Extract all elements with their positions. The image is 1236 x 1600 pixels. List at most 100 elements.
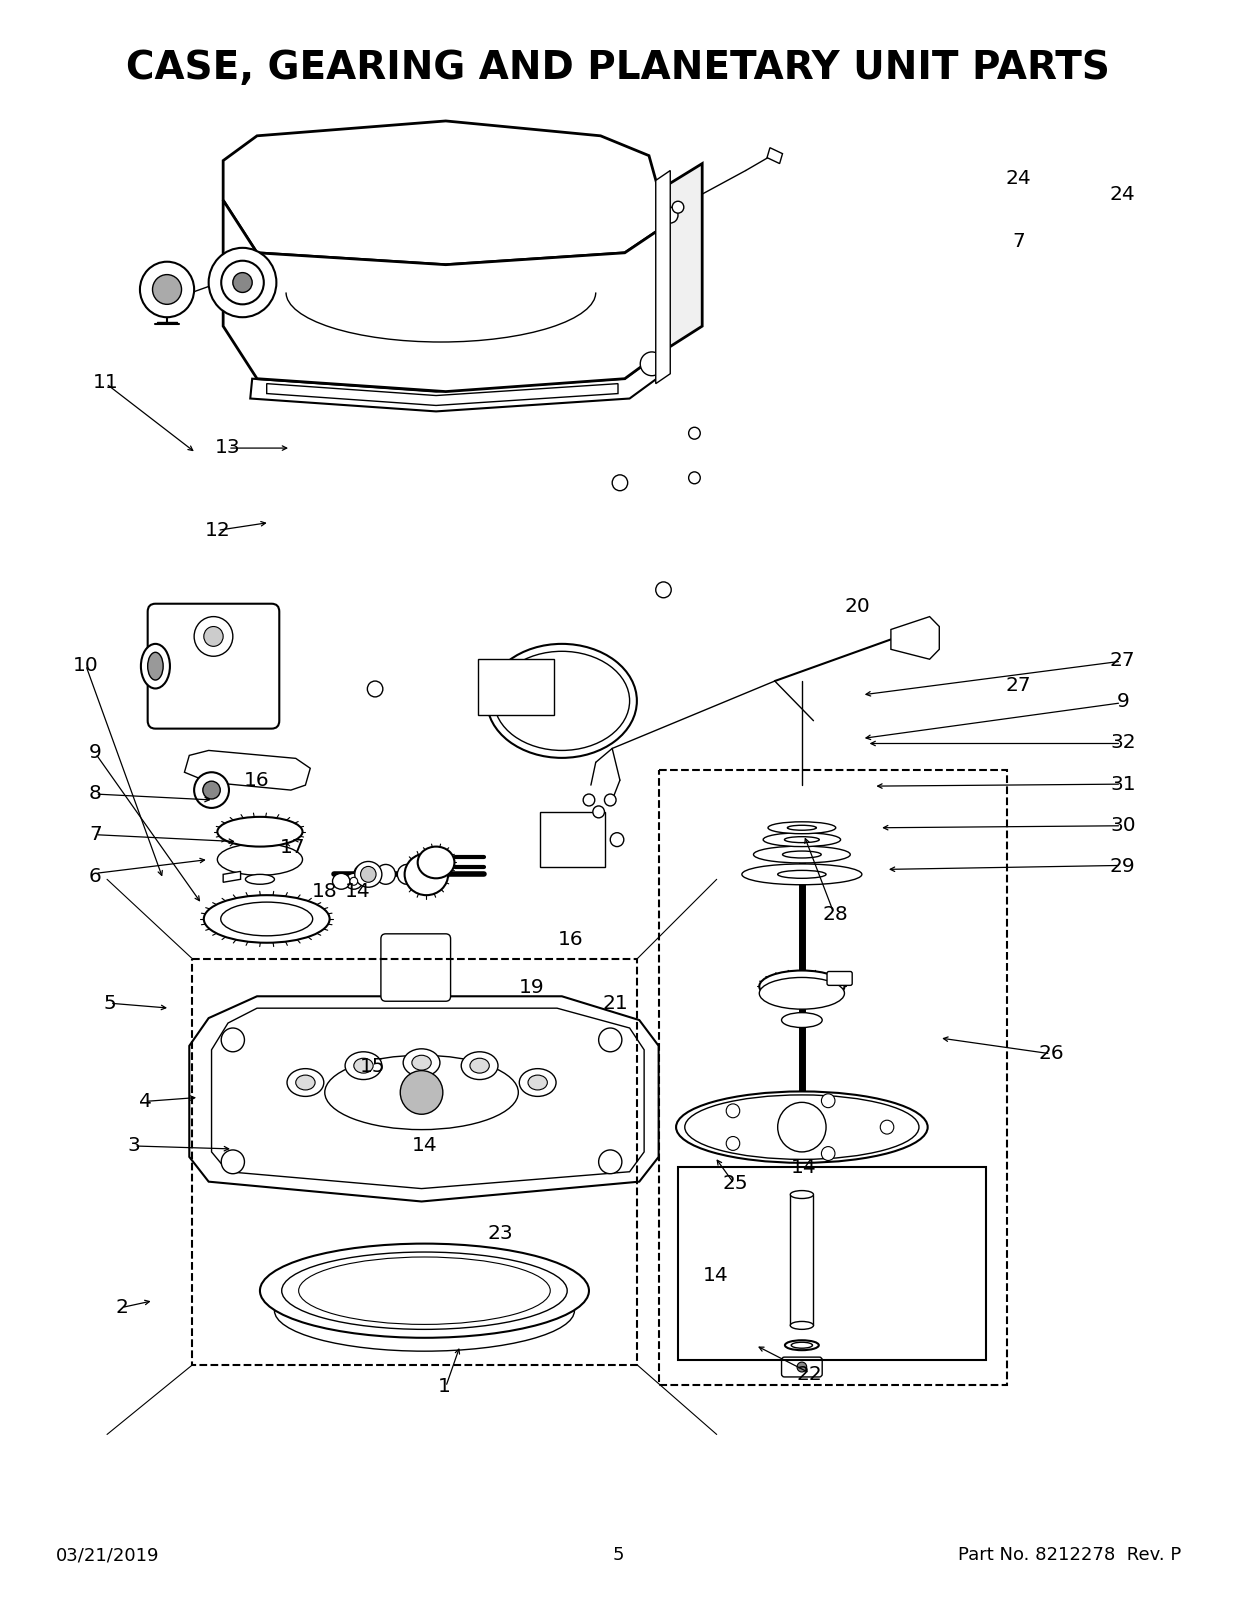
Text: 27: 27 bbox=[1006, 677, 1032, 696]
Ellipse shape bbox=[282, 1253, 567, 1330]
Ellipse shape bbox=[782, 851, 821, 858]
Circle shape bbox=[367, 682, 383, 698]
Polygon shape bbox=[250, 354, 664, 411]
Circle shape bbox=[152, 275, 182, 304]
Text: 4: 4 bbox=[140, 1091, 152, 1110]
Text: Part No. 8212278  Rev. P: Part No. 8212278 Rev. P bbox=[958, 1546, 1182, 1565]
Ellipse shape bbox=[332, 874, 350, 890]
Ellipse shape bbox=[260, 1243, 590, 1338]
Text: 14: 14 bbox=[345, 883, 370, 901]
Ellipse shape bbox=[221, 902, 313, 936]
Text: 8: 8 bbox=[89, 784, 101, 803]
FancyBboxPatch shape bbox=[381, 934, 451, 1002]
Polygon shape bbox=[224, 122, 659, 264]
Text: 32: 32 bbox=[1110, 733, 1136, 752]
Circle shape bbox=[822, 1094, 836, 1107]
Ellipse shape bbox=[404, 853, 449, 894]
Text: 24: 24 bbox=[1110, 184, 1136, 203]
Ellipse shape bbox=[768, 822, 836, 834]
Circle shape bbox=[221, 1029, 245, 1051]
FancyBboxPatch shape bbox=[827, 971, 852, 986]
Bar bbox=[192, 958, 638, 1365]
Ellipse shape bbox=[791, 1342, 812, 1349]
Ellipse shape bbox=[461, 1051, 498, 1080]
Text: 24: 24 bbox=[1006, 168, 1032, 187]
Text: 28: 28 bbox=[823, 904, 849, 923]
Text: 19: 19 bbox=[519, 978, 545, 997]
Circle shape bbox=[656, 582, 671, 598]
Text: 7: 7 bbox=[89, 826, 101, 845]
Ellipse shape bbox=[787, 826, 817, 830]
Polygon shape bbox=[211, 1008, 644, 1189]
Text: 30: 30 bbox=[1110, 816, 1136, 835]
Circle shape bbox=[221, 261, 263, 304]
Circle shape bbox=[221, 1150, 245, 1174]
Polygon shape bbox=[768, 147, 782, 163]
Polygon shape bbox=[891, 616, 939, 659]
Text: 7: 7 bbox=[1012, 232, 1025, 251]
Text: 25: 25 bbox=[722, 1174, 748, 1194]
Polygon shape bbox=[224, 200, 659, 392]
Ellipse shape bbox=[350, 877, 357, 885]
FancyBboxPatch shape bbox=[477, 659, 554, 715]
Circle shape bbox=[194, 773, 229, 808]
Ellipse shape bbox=[759, 978, 844, 1010]
Text: 5: 5 bbox=[612, 1546, 624, 1565]
Text: 10: 10 bbox=[73, 656, 99, 675]
Text: 15: 15 bbox=[360, 1058, 386, 1075]
Circle shape bbox=[604, 794, 616, 806]
Ellipse shape bbox=[397, 864, 417, 885]
Bar bbox=[679, 1166, 986, 1360]
Ellipse shape bbox=[785, 1341, 818, 1350]
Ellipse shape bbox=[759, 971, 844, 1002]
Text: 14: 14 bbox=[791, 1158, 816, 1178]
Ellipse shape bbox=[685, 1094, 920, 1160]
Text: 1: 1 bbox=[438, 1378, 451, 1397]
Text: 14: 14 bbox=[412, 1136, 438, 1155]
Circle shape bbox=[822, 1147, 836, 1160]
Circle shape bbox=[583, 794, 595, 806]
Circle shape bbox=[140, 262, 194, 317]
Text: 26: 26 bbox=[1038, 1045, 1064, 1064]
Ellipse shape bbox=[345, 874, 362, 890]
Text: 16: 16 bbox=[557, 930, 583, 949]
Ellipse shape bbox=[355, 861, 382, 888]
Ellipse shape bbox=[287, 1069, 324, 1096]
Text: 3: 3 bbox=[127, 1136, 140, 1155]
Text: 18: 18 bbox=[311, 883, 337, 901]
Text: 31: 31 bbox=[1110, 774, 1136, 794]
Text: 27: 27 bbox=[1110, 651, 1136, 670]
Ellipse shape bbox=[528, 1075, 548, 1090]
Circle shape bbox=[593, 806, 604, 818]
Circle shape bbox=[612, 475, 628, 491]
Circle shape bbox=[727, 1104, 740, 1118]
Polygon shape bbox=[659, 163, 702, 354]
Ellipse shape bbox=[763, 832, 840, 846]
FancyBboxPatch shape bbox=[781, 1357, 822, 1378]
Text: 12: 12 bbox=[204, 522, 230, 539]
Ellipse shape bbox=[218, 818, 303, 846]
Ellipse shape bbox=[345, 1051, 382, 1080]
Polygon shape bbox=[184, 750, 310, 790]
Text: 2: 2 bbox=[115, 1298, 129, 1317]
Ellipse shape bbox=[785, 837, 819, 843]
Circle shape bbox=[640, 352, 664, 376]
Ellipse shape bbox=[353, 1058, 373, 1074]
Circle shape bbox=[611, 832, 624, 846]
Text: 29: 29 bbox=[1110, 858, 1136, 877]
Circle shape bbox=[209, 248, 277, 317]
Circle shape bbox=[880, 1120, 894, 1134]
Circle shape bbox=[777, 1102, 826, 1152]
Circle shape bbox=[797, 1362, 807, 1371]
Text: 13: 13 bbox=[215, 438, 241, 458]
Circle shape bbox=[400, 1070, 442, 1114]
Ellipse shape bbox=[376, 864, 396, 885]
Text: 20: 20 bbox=[844, 597, 870, 616]
Text: 11: 11 bbox=[93, 373, 119, 392]
Polygon shape bbox=[656, 171, 670, 384]
Circle shape bbox=[662, 206, 679, 222]
Ellipse shape bbox=[790, 1190, 813, 1198]
Polygon shape bbox=[189, 997, 659, 1202]
Ellipse shape bbox=[274, 1270, 575, 1350]
Text: 23: 23 bbox=[488, 1224, 514, 1243]
